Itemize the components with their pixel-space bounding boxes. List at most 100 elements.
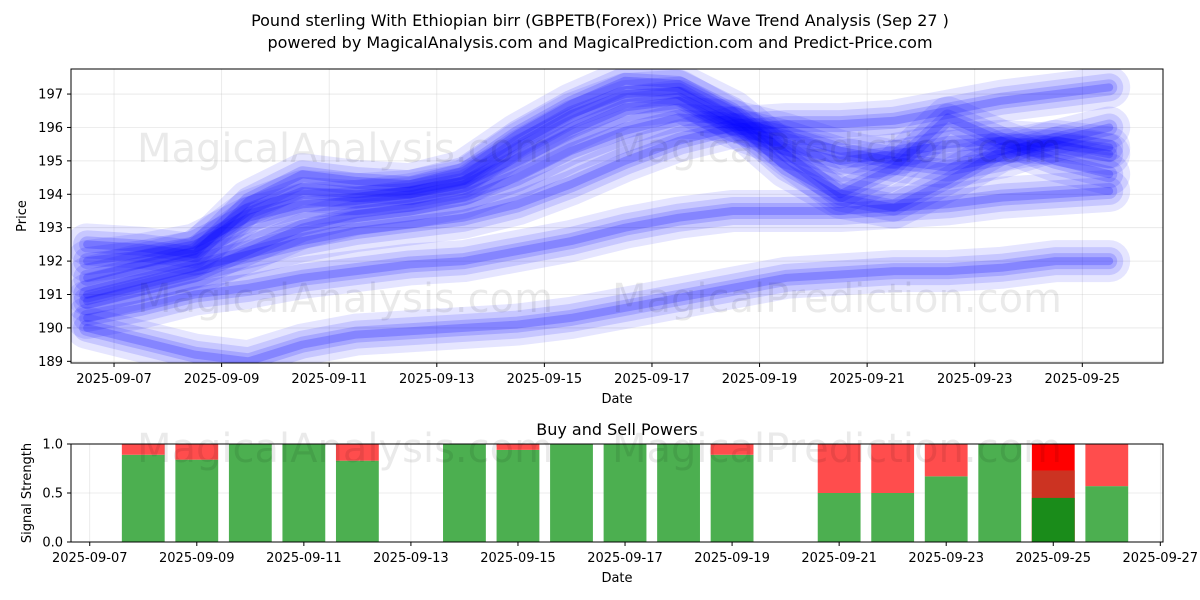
buy-power-bar bbox=[871, 493, 915, 542]
wave-series-4 bbox=[83, 113, 1114, 306]
sub-x-tick-label: 2025-09-21 bbox=[801, 551, 877, 566]
sub-x-tick-label: 2025-09-09 bbox=[159, 551, 235, 566]
sell-power-bar bbox=[871, 444, 915, 493]
buy-power-bar bbox=[121, 454, 165, 542]
main-x-tick-label: 2025-09-11 bbox=[291, 372, 367, 387]
main-x-tick-label: 2025-09-25 bbox=[1045, 372, 1121, 387]
buy-power-bar bbox=[657, 444, 700, 542]
main-plot-frame bbox=[70, 68, 1164, 364]
wave-series-6 bbox=[79, 72, 1118, 263]
buy-power-bar bbox=[603, 444, 647, 542]
sub-x-tick-label: 2025-09-11 bbox=[266, 551, 342, 566]
sub-x-tick-label: 2025-09-07 bbox=[52, 551, 128, 566]
main-x-tick-label: 2025-09-13 bbox=[399, 372, 475, 387]
sell-power-bar bbox=[175, 444, 219, 460]
watermark-text: MagicalAnalysis.com bbox=[137, 276, 553, 322]
chart-title: Pound sterling With Ethiopian birr (GBPE… bbox=[251, 11, 949, 30]
sell-power-bar bbox=[1085, 444, 1129, 487]
sub-y-tick-label: 1.0 bbox=[42, 438, 63, 453]
buy-power-bar bbox=[817, 493, 861, 542]
sub-x-tick-label: 2025-09-23 bbox=[908, 551, 984, 566]
buy-power-bar bbox=[282, 444, 326, 542]
wave-series-6 bbox=[83, 76, 1114, 259]
buy-power-bar bbox=[496, 449, 540, 542]
wave-series-5 bbox=[73, 76, 1124, 292]
sell-power-bar bbox=[335, 444, 379, 461]
wave-series-1 bbox=[73, 247, 1124, 363]
wave-series-1 bbox=[71, 240, 1131, 363]
wave-series-6 bbox=[71, 69, 1131, 276]
watermark-text: MagicalAnalysis.com bbox=[137, 426, 553, 472]
main-grid bbox=[71, 69, 1163, 363]
main-axes: 2025-09-07 2025-09-09 2025-09-11 2025-09-13… bbox=[38, 88, 1120, 387]
wave-series-5 bbox=[79, 82, 1118, 286]
buy-sell-bars bbox=[121, 444, 1129, 542]
wave-series-1 bbox=[83, 257, 1114, 363]
watermark-text: MagicalPrediction.com bbox=[612, 276, 1062, 322]
sub-x-tick-label: 2025-09-15 bbox=[480, 551, 556, 566]
watermark-text: MagicalPrediction.com bbox=[612, 426, 1062, 472]
buy-power-bar bbox=[924, 476, 968, 542]
buy-power-bar bbox=[550, 444, 593, 542]
main-watermarks: MagicalAnalysis.com MagicalPrediction.com… bbox=[137, 126, 1062, 322]
main-y-axis-label: Price bbox=[15, 200, 30, 232]
sell-power-bar bbox=[924, 444, 968, 477]
main-y-tick-label: 193 bbox=[38, 221, 63, 236]
main-x-tick-label: 2025-09-07 bbox=[76, 372, 152, 387]
wave-series-2 bbox=[73, 176, 1124, 332]
main-y-tick-label: 197 bbox=[38, 88, 63, 103]
sub-chart-title: Buy and Sell Powers bbox=[536, 420, 698, 439]
wave-series-4 bbox=[71, 96, 1131, 323]
main-x-tick-label: 2025-09-15 bbox=[507, 372, 583, 387]
sub-x-tick-label: 2025-09-17 bbox=[587, 551, 663, 566]
main-x-tick-label: 2025-09-23 bbox=[937, 372, 1013, 387]
wave-series-5 bbox=[83, 86, 1114, 282]
sell-power-bar bbox=[121, 444, 165, 455]
wave-series-6 bbox=[73, 69, 1124, 269]
main-x-tick-label: 2025-09-19 bbox=[722, 372, 798, 387]
price-wave-series bbox=[71, 69, 1131, 363]
sub-x-axis-label: Date bbox=[601, 571, 632, 586]
main-x-tick-label: 2025-09-09 bbox=[184, 372, 260, 387]
wave-series-2 bbox=[71, 169, 1131, 339]
sell-power-bar bbox=[496, 444, 540, 450]
wave-series-3 bbox=[71, 69, 1131, 316]
buy-power-bar bbox=[1085, 486, 1129, 542]
buy-power-bar bbox=[228, 444, 272, 542]
wave-series-7 bbox=[71, 79, 1131, 283]
wave-series-2 bbox=[83, 186, 1114, 322]
buy-power-bar bbox=[175, 459, 219, 542]
sell-power-bar bbox=[817, 444, 861, 493]
main-y-tick-label: 195 bbox=[38, 154, 63, 169]
buy-power-bar bbox=[978, 444, 1022, 542]
sub-y-tick-label: 0.0 bbox=[42, 536, 63, 551]
wave-series-7 bbox=[83, 96, 1114, 266]
watermark-text: MagicalPrediction.com bbox=[612, 126, 1062, 172]
wave-series-3 bbox=[73, 73, 1124, 309]
main-x-tick-label: 2025-09-17 bbox=[614, 372, 690, 387]
buy-power-bar bbox=[1031, 497, 1075, 542]
sub-x-tick-label: 2025-09-19 bbox=[694, 551, 770, 566]
wave-series-4 bbox=[79, 109, 1118, 310]
wave-series-4 bbox=[73, 103, 1124, 316]
main-y-tick-label: 189 bbox=[38, 355, 63, 370]
wave-series-5 bbox=[71, 69, 1131, 299]
sub-y-tick-label: 0.5 bbox=[42, 487, 63, 502]
wave-series-7 bbox=[73, 86, 1124, 276]
main-x-tick-label: 2025-09-21 bbox=[829, 372, 905, 387]
sub-x-tick-label: 2025-09-25 bbox=[1015, 551, 1091, 566]
watermark-text: MagicalAnalysis.com bbox=[137, 126, 553, 172]
wave-series-3 bbox=[83, 83, 1114, 299]
buy-power-bar bbox=[443, 444, 486, 542]
buy-power-bar bbox=[335, 460, 379, 542]
main-y-tick-label: 191 bbox=[38, 288, 63, 303]
chart-subtitle: powered by MagicalAnalysis.com and Magic… bbox=[267, 33, 932, 52]
sub-axes: 2025-09-07 2025-09-09 2025-09-11 2025-09-13… bbox=[42, 438, 1198, 567]
wave-series-7 bbox=[79, 92, 1118, 270]
sub-y-axis-label: Signal Strength bbox=[20, 443, 35, 543]
wave-series-2 bbox=[79, 182, 1118, 326]
sub-x-tick-label: 2025-09-27 bbox=[1123, 551, 1199, 566]
wave-series-1 bbox=[79, 253, 1118, 363]
main-y-tick-label: 194 bbox=[38, 188, 63, 203]
